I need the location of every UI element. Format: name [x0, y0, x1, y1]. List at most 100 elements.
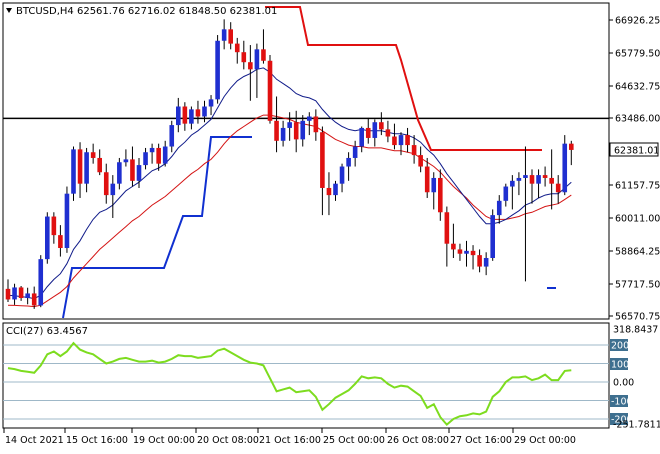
time-tick-label: 14 Oct 2021	[5, 435, 64, 446]
candle-body	[490, 215, 495, 258]
candle-body	[555, 183, 561, 193]
candle-body	[398, 135, 404, 146]
cci-tick-label: 0.00	[613, 378, 634, 389]
time-tick-label: 27 Oct 16:00	[450, 435, 512, 446]
candle-body	[241, 52, 247, 63]
candle-body	[71, 149, 76, 194]
candle-body	[477, 255, 482, 267]
candle-body	[359, 127, 364, 147]
candle-body	[58, 235, 63, 248]
time-tick-label: 19 Oct 00:00	[133, 435, 195, 446]
candle-body	[569, 143, 574, 150]
price-plot	[3, 6, 609, 319]
time-tick-label: 26 Oct 08:00	[387, 435, 449, 446]
candle-body	[25, 293, 30, 299]
price-tick-label: 57717.50	[615, 280, 660, 291]
cci-level-box	[610, 358, 628, 370]
candle-body	[136, 165, 142, 181]
candle-body	[77, 149, 83, 184]
candle-body	[529, 175, 535, 184]
candle-body	[431, 177, 437, 193]
candle-body	[117, 162, 122, 184]
triangle-down-icon[interactable]	[6, 8, 12, 13]
time-tick-label: 20 Oct 08:00	[197, 435, 259, 446]
slow-ma-line	[7, 114, 572, 308]
time-tick-label: 29 Oct 00:00	[514, 435, 576, 446]
fast-ma-line	[7, 67, 572, 300]
cci-level-box	[610, 395, 628, 407]
cci-tick-label: -200	[611, 415, 633, 426]
candle-body	[562, 143, 568, 193]
symbol-header: BTCUSD,H4 62561.76 62716.02 61848.50 623…	[16, 6, 277, 17]
price-tick-label: 64632.75	[615, 82, 660, 93]
candle-body	[38, 259, 44, 306]
candle-body	[365, 127, 371, 138]
price-tick-label: 56570.75	[615, 312, 660, 323]
candle-body	[176, 106, 181, 126]
candle-body	[202, 106, 207, 117]
candle-body	[418, 155, 423, 167]
cci-tick-label: -100	[611, 397, 633, 408]
lower-step-line	[62, 136, 252, 319]
candle-body	[169, 125, 175, 147]
price-panel-frame	[2, 2, 610, 320]
candle-body	[97, 157, 102, 173]
cci-tick-label: -251.7811	[613, 420, 660, 431]
price-tick-label: 60011.00	[615, 214, 660, 225]
candle-body	[307, 116, 312, 121]
candle-body	[542, 175, 548, 178]
candle-body	[523, 175, 528, 178]
candle-body	[110, 183, 116, 196]
candle-body	[162, 146, 168, 164]
time-tick-label: 21 Oct 16:00	[259, 435, 321, 446]
cci-tick-label: 100	[611, 360, 629, 371]
candle-body	[411, 145, 417, 156]
candle-body	[503, 186, 509, 201]
candle-body	[5, 288, 11, 300]
candle-body	[228, 29, 233, 44]
candle-body	[254, 49, 260, 70]
cci-tick-label: 318.8437	[613, 325, 658, 336]
candle-body	[313, 116, 319, 133]
candle-body	[274, 120, 279, 141]
candle-body	[372, 122, 378, 138]
candle-body	[18, 287, 24, 299]
time-tick-label: 15 Oct 16:00	[66, 435, 128, 446]
candle-body	[45, 216, 50, 260]
cci-panel-frame	[2, 322, 610, 429]
candle-body	[267, 60, 273, 121]
candle-body	[300, 120, 306, 140]
candle-body	[90, 152, 96, 158]
candle-body	[103, 172, 109, 196]
candle-body	[182, 106, 188, 124]
candle-body	[483, 257, 489, 267]
candle-body	[248, 62, 253, 70]
candle-body	[320, 132, 325, 188]
candle-body	[424, 166, 430, 193]
candle-body	[516, 177, 522, 181]
candle-body	[392, 136, 397, 146]
candle-body	[536, 175, 541, 184]
candle-body	[405, 135, 410, 146]
candle-body	[221, 29, 227, 41]
candle-body	[549, 177, 554, 184]
candle-body	[261, 49, 266, 61]
candle-body	[457, 249, 463, 254]
candle-body	[195, 109, 201, 117]
candle-body	[287, 122, 292, 128]
cci-line	[7, 341, 572, 427]
candle-body	[130, 159, 135, 181]
candle-body	[339, 166, 345, 184]
candle-body	[510, 180, 515, 187]
candle-body	[293, 122, 299, 140]
candle-body	[352, 146, 358, 158]
candle-body	[12, 287, 17, 300]
upper-step-line	[265, 6, 542, 151]
candle-body	[496, 200, 502, 216]
price-tick-label: 61157.75	[615, 181, 660, 192]
cci-plot	[3, 341, 609, 427]
cci-level-box	[610, 339, 628, 351]
candle-body	[143, 152, 148, 166]
price-tick-label: 65779.50	[615, 49, 660, 60]
